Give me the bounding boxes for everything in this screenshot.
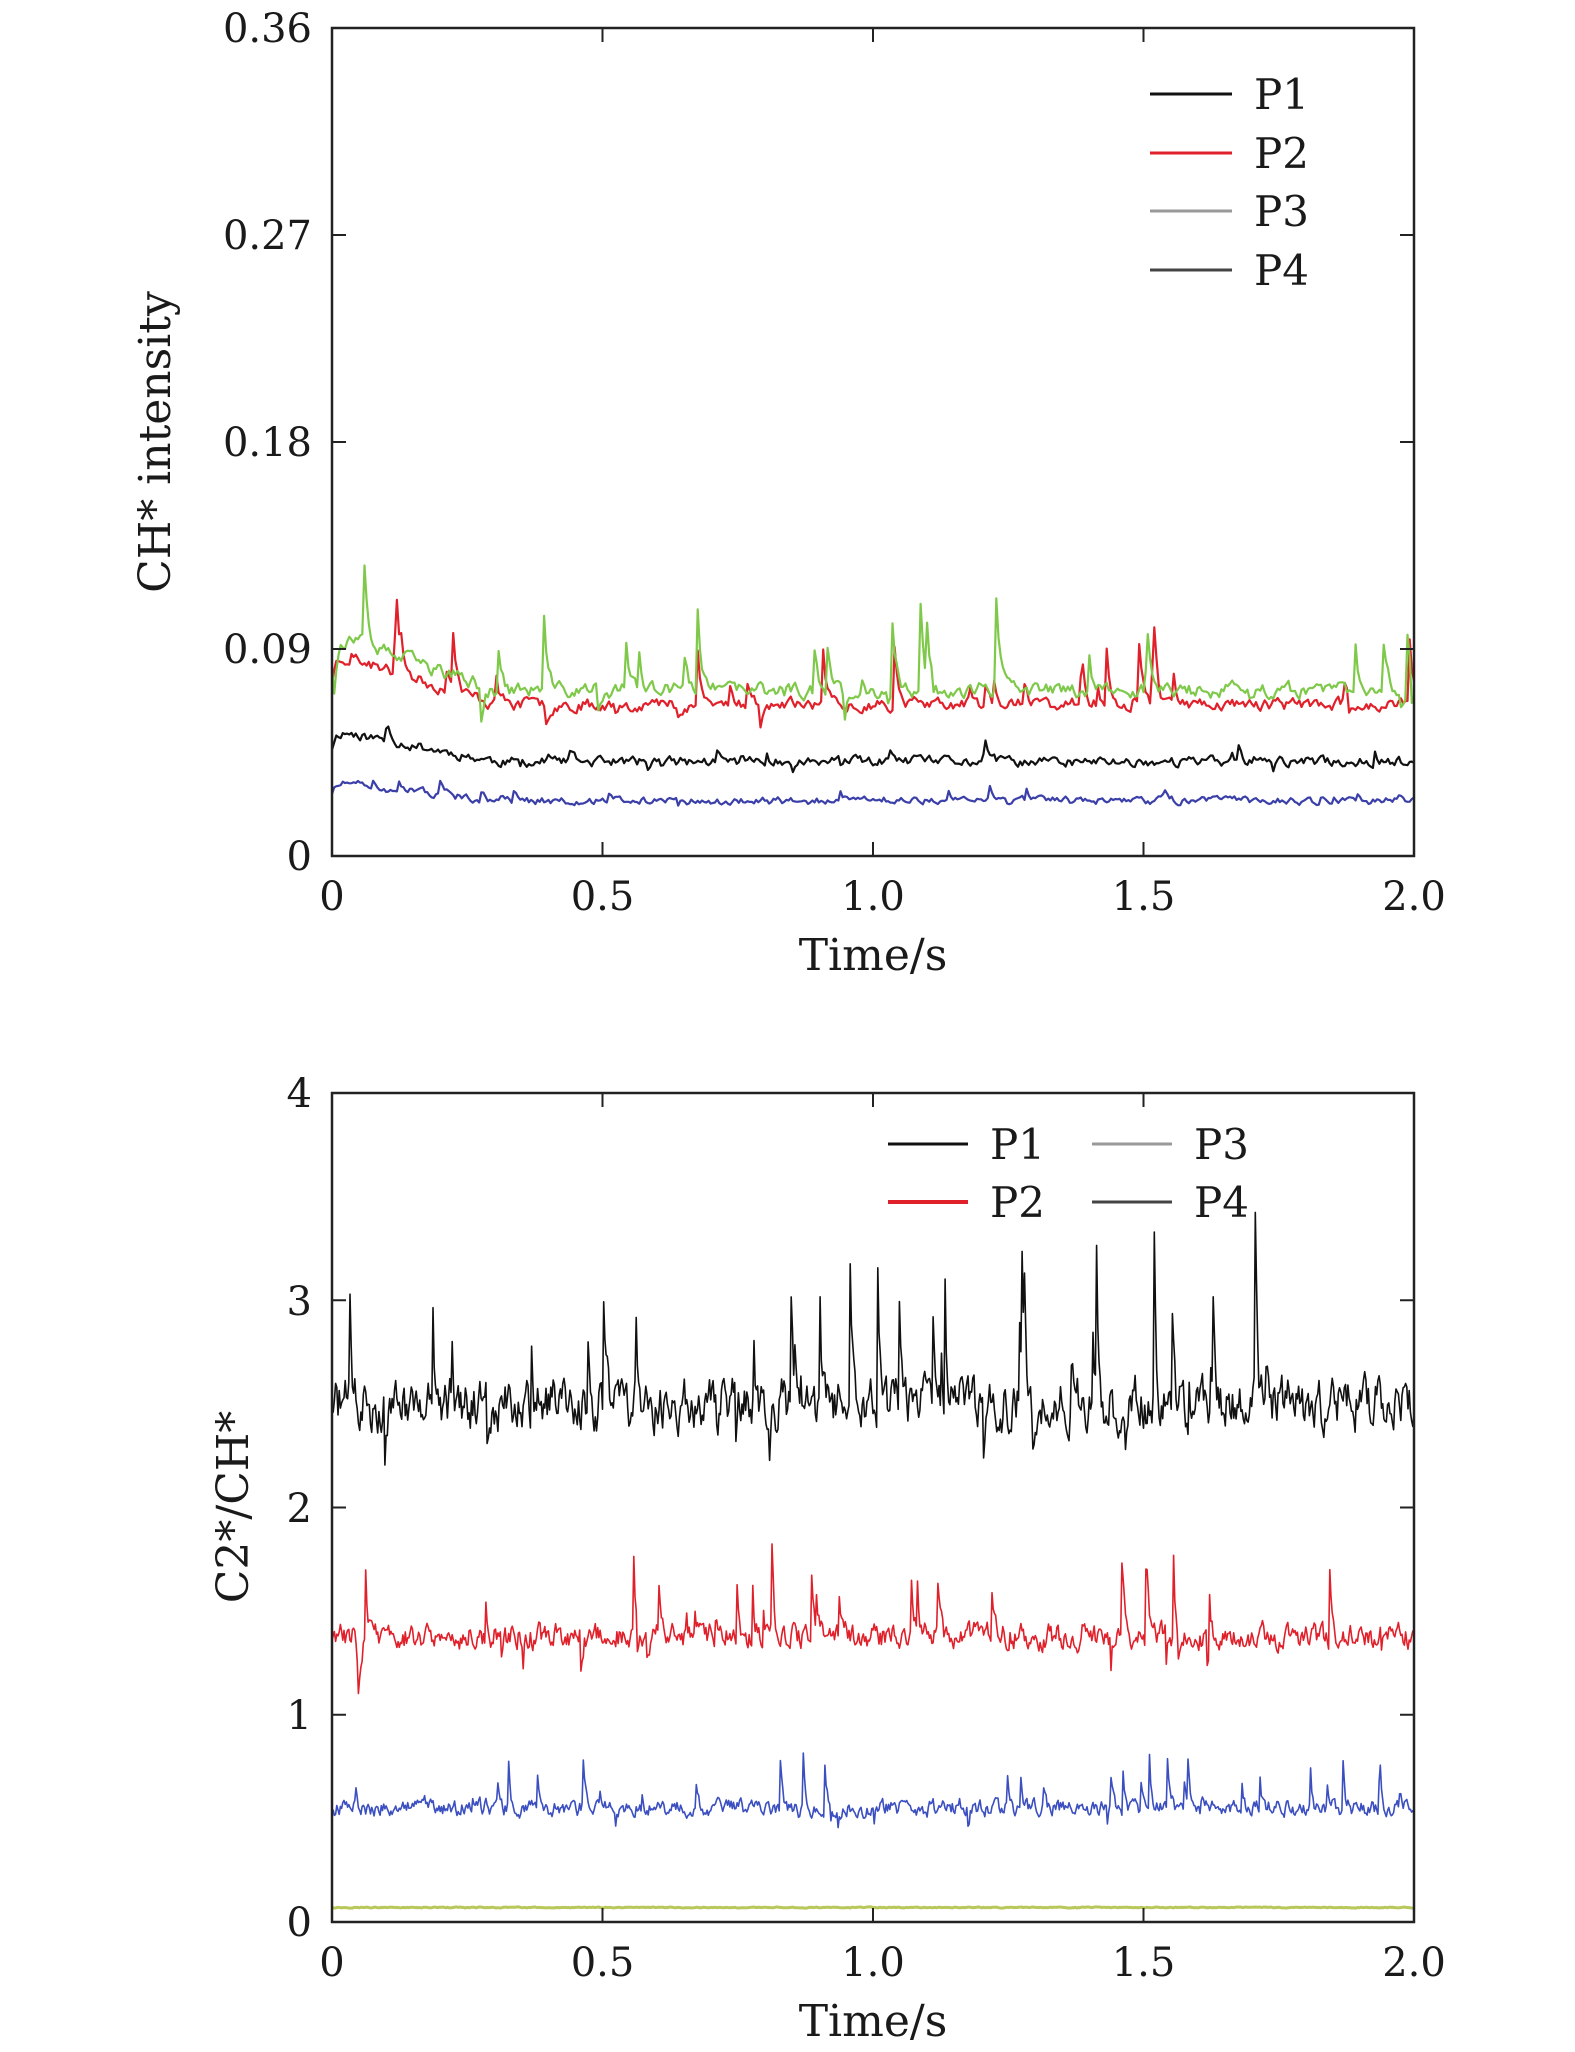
c1-xlabel: Time/s (799, 1996, 948, 2047)
c0-ylabel: CH* intensity (130, 291, 181, 593)
c1-ticks (331, 1092, 1415, 1923)
c1-xtick-label: 1.5 (1112, 1940, 1176, 1986)
c1-xtick-label: 1.0 (841, 1940, 905, 1986)
series-line-p2 (330, 598, 1416, 729)
c1-ytick-label: 3 (287, 1279, 312, 1325)
c1-legend-label-p4: P4 (1194, 1178, 1249, 1227)
c1-legend: P1 P2 P3 P4 (888, 1120, 1249, 1227)
series-line-p2 (331, 1543, 1415, 1695)
c0-xlabel: Time/s (799, 930, 948, 981)
series-line-p1 (330, 725, 1415, 774)
series-line-p1 (331, 1211, 1415, 1466)
series-line-p4 (330, 779, 1415, 807)
c1-ytick-label: 2 (287, 1486, 312, 1532)
c1-ytick-label: 0 (287, 1900, 312, 1946)
c0-ytick-label: 0 (287, 834, 312, 880)
series-line-p3 (331, 1905, 1415, 1910)
c1-legend-label-p1: P1 (990, 1120, 1045, 1169)
c0-legend-label-p3: P3 (1254, 187, 1309, 236)
c1-ytick-label: 4 (287, 1071, 312, 1117)
c0-series-lines (330, 564, 1416, 807)
c0-ticks (331, 27, 1415, 857)
c0-legend-label-p1: P1 (1254, 70, 1309, 119)
c1-legend-label-p3: P3 (1194, 1120, 1249, 1169)
c1-plot-frame (330, 1091, 1416, 1924)
c0-xtick-label: 0 (319, 874, 344, 920)
c1-ylabel: C2*/CH* (208, 1411, 259, 1604)
c1-series-lines (331, 1211, 1415, 1910)
c1-xtick-label: 0.5 (571, 1940, 635, 1986)
c0-plot-frame (330, 26, 1416, 858)
c0-legend-label-p4: P4 (1254, 246, 1309, 295)
c0-ytick-label: 0.09 (223, 627, 312, 673)
series-line-p4 (331, 1752, 1415, 1829)
c0-ytick-label: 0.18 (223, 420, 312, 466)
c1-xtick-label: 2.0 (1382, 1940, 1446, 1986)
c0-xtick-label: 1.0 (841, 874, 905, 920)
c0-xtick-label: 0.5 (571, 874, 635, 920)
c1-xtick-label: 0 (319, 1940, 344, 1986)
c1-ytick-label: 1 (287, 1693, 312, 1739)
c0-xtick-label: 2.0 (1382, 874, 1446, 920)
c0-ytick-label: 0.27 (223, 213, 312, 259)
c1-legend-label-p2: P2 (990, 1178, 1045, 1227)
series-line-p3 (330, 564, 1416, 723)
c0-legend: P1 P2 P3 P4 (1150, 70, 1309, 295)
chart-c2-ch-ratio: 0 1 2 3 4 0 0.5 1.0 1.5 2.0 Time/s C2*/C… (208, 1071, 1446, 2047)
chart-ch-intensity: 0 0.09 0.18 0.27 0.36 0 0.5 1.0 1.5 2.0 … (130, 6, 1446, 981)
c0-ytick-label: 0.36 (223, 6, 312, 52)
c0-legend-label-p2: P2 (1254, 129, 1309, 178)
c0-xtick-label: 1.5 (1112, 874, 1176, 920)
